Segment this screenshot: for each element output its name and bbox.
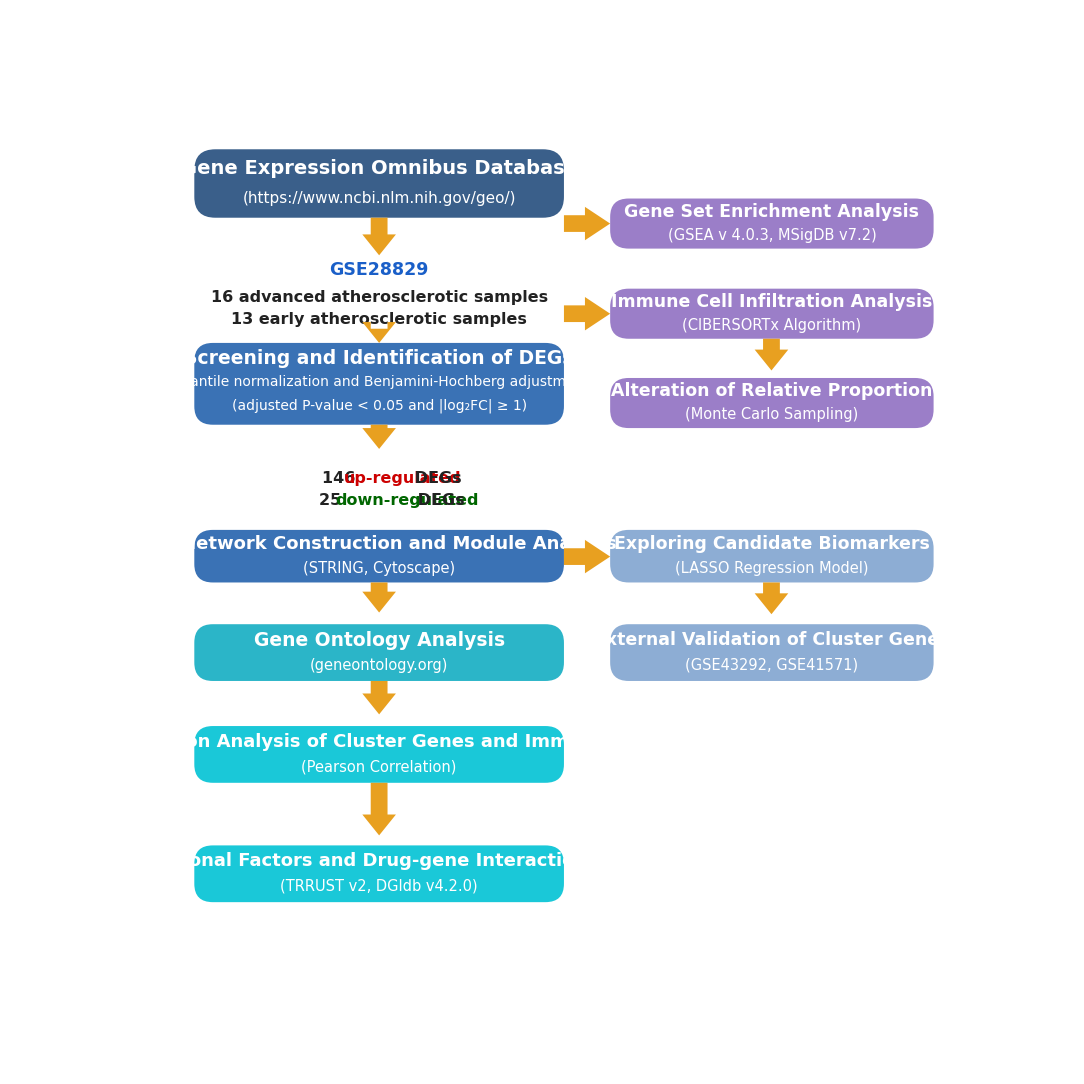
Text: Transcriptional Factors and Drug-gene Interaction Analysis: Transcriptional Factors and Drug-gene In… xyxy=(81,852,678,870)
Polygon shape xyxy=(362,783,396,836)
Text: Exploring Candidate Biomarkers: Exploring Candidate Biomarkers xyxy=(614,534,930,553)
Text: DEGs: DEGs xyxy=(412,493,464,508)
Text: (https://www.ncbi.nlm.nih.gov/geo/): (https://www.ncbi.nlm.nih.gov/geo/) xyxy=(243,191,516,206)
FancyBboxPatch shape xyxy=(194,624,564,681)
Text: Gene Ontology Analysis: Gene Ontology Analysis xyxy=(254,631,505,649)
Text: (adjusted P-value < 0.05 and |log₂FC| ≥ 1): (adjusted P-value < 0.05 and |log₂FC| ≥ … xyxy=(232,398,527,413)
Text: (geneontology.org): (geneontology.org) xyxy=(310,658,449,672)
Text: 16 advanced atherosclerotic samples: 16 advanced atherosclerotic samples xyxy=(210,289,547,305)
Text: Immune Cell Infiltration Analysis: Immune Cell Infiltration Analysis xyxy=(611,293,932,311)
Text: GSE28829: GSE28829 xyxy=(330,261,429,280)
Text: DEGs: DEGs xyxy=(409,472,462,487)
FancyBboxPatch shape xyxy=(194,343,564,425)
FancyBboxPatch shape xyxy=(610,624,933,681)
FancyBboxPatch shape xyxy=(610,198,933,248)
Polygon shape xyxy=(754,338,788,371)
FancyBboxPatch shape xyxy=(194,846,564,902)
Text: Alteration of Relative Proportion: Alteration of Relative Proportion xyxy=(611,383,932,400)
Polygon shape xyxy=(564,297,610,331)
Text: 146: 146 xyxy=(322,472,361,487)
FancyBboxPatch shape xyxy=(610,378,933,428)
Text: (Monte Carlo Sampling): (Monte Carlo Sampling) xyxy=(685,408,859,422)
Text: PPI Network Construction and Module Analysis: PPI Network Construction and Module Anal… xyxy=(142,534,617,553)
Text: Gene Expression Omnibus Database: Gene Expression Omnibus Database xyxy=(181,159,578,178)
FancyBboxPatch shape xyxy=(194,150,564,218)
Text: 13 early atherosclerotic samples: 13 early atherosclerotic samples xyxy=(231,312,527,327)
Text: (STRING, Cytoscape): (STRING, Cytoscape) xyxy=(304,562,455,577)
Text: (Quantile normalization and Benjamini-Hochberg adjustment): (Quantile normalization and Benjamini-Ho… xyxy=(165,375,594,389)
Polygon shape xyxy=(362,322,396,343)
FancyBboxPatch shape xyxy=(194,530,564,582)
Polygon shape xyxy=(564,207,610,241)
Polygon shape xyxy=(564,540,610,573)
Text: Screening and Identification of DEGs: Screening and Identification of DEGs xyxy=(184,349,573,369)
Text: (GSE43292, GSE41571): (GSE43292, GSE41571) xyxy=(685,658,859,672)
Text: down-regulated: down-regulated xyxy=(336,493,479,508)
Polygon shape xyxy=(362,582,396,612)
Polygon shape xyxy=(754,582,788,615)
Polygon shape xyxy=(362,425,396,449)
FancyBboxPatch shape xyxy=(194,726,564,783)
Text: Correlation Analysis of Cluster Genes and Immune Cells: Correlation Analysis of Cluster Genes an… xyxy=(98,733,661,751)
Text: 25: 25 xyxy=(319,493,347,508)
FancyBboxPatch shape xyxy=(610,530,933,582)
Polygon shape xyxy=(362,218,396,256)
Polygon shape xyxy=(362,681,396,714)
Text: (CIBERSORTx Algorithm): (CIBERSORTx Algorithm) xyxy=(682,318,862,333)
Text: (TRRUST v2, DGIdb v4.2.0): (TRRUST v2, DGIdb v4.2.0) xyxy=(281,879,478,894)
Text: Gene Set Enrichment Analysis: Gene Set Enrichment Analysis xyxy=(624,203,919,221)
Text: (Pearson Correlation): (Pearson Correlation) xyxy=(301,760,456,774)
Text: (LASSO Regression Model): (LASSO Regression Model) xyxy=(675,562,868,577)
Text: External Validation of Cluster Genes: External Validation of Cluster Genes xyxy=(594,631,950,649)
Text: (GSEA v 4.0.3, MSigDB v7.2): (GSEA v 4.0.3, MSigDB v7.2) xyxy=(668,228,876,243)
FancyBboxPatch shape xyxy=(610,288,933,338)
Text: up-regulated: up-regulated xyxy=(344,472,462,487)
